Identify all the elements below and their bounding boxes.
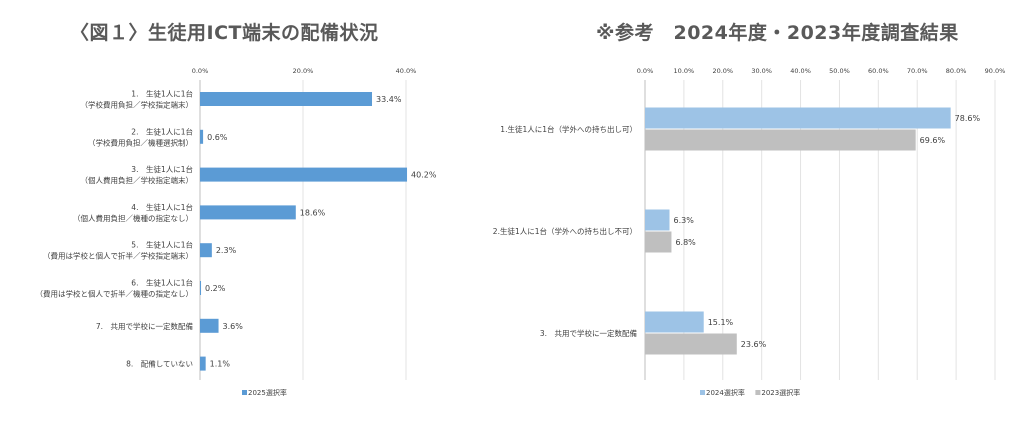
data-label: 6.3% [674,216,695,225]
legend-label: 2024選択率 [706,388,745,397]
data-label: 33.4% [376,95,402,104]
category-label: （学校費用負担／機種選択制） [88,137,193,147]
data-label: 23.6% [741,340,767,349]
category-label: 1. 生徒1人に1台 [131,89,193,99]
category-label: 6. 生徒1人に1台 [131,278,193,288]
legend-swatch [755,390,761,395]
bar [645,231,672,253]
x-tick-label: 60.0% [868,67,889,75]
bar [645,107,951,129]
data-label: 40.2% [411,171,437,180]
category-label: （費用は学校と個人で折半／機種の指定なし） [36,289,194,299]
x-tick-label: 70.0% [907,67,928,75]
bar [645,129,916,151]
x-tick-label: 20.0% [712,67,733,75]
bar [200,129,204,144]
x-tick-label: 10.0% [674,67,695,75]
bar [645,333,737,355]
x-tick-label: 20.0% [293,67,314,75]
category-label: （個人費用負担／学校指定端末） [81,175,194,185]
x-tick-label: 80.0% [946,67,967,75]
x-tick-label: 40.0% [790,67,811,75]
category-label: 5. 生徒1人に1台 [131,240,193,250]
category-label: 8. 配備していない [126,359,193,369]
bar [200,167,408,182]
bar [200,281,202,295]
data-label: 6.8% [675,238,696,247]
category-label: 3. 共用で学校に一定数配備 [540,328,638,338]
bar [645,209,670,231]
category-label: 4. 生徒1人に1台 [131,202,193,212]
bar [200,318,219,333]
data-label: 78.6% [955,114,981,123]
x-tick-label: 30.0% [751,67,772,75]
data-label: 0.6% [207,133,228,142]
bar [200,356,206,371]
legend-swatch [700,390,705,395]
bar [200,205,296,220]
data-label: 15.1% [708,318,734,327]
bar [645,311,704,333]
x-tick-label: 0.0% [637,67,654,75]
x-tick-label: 50.0% [829,67,850,75]
data-label: 0.2% [205,284,226,293]
data-label: 69.6% [920,136,946,145]
left-chart-title: 〈図１〉生徒用ICT端末の配備状況 [70,22,379,44]
category-label: （費用は学校と個人で折半／学校指定端末） [43,251,193,261]
x-tick-label: 90.0% [985,67,1006,75]
category-label: 1.生徒1人に1台（学外への持ち出し可） [500,124,637,134]
category-label: 2. 生徒1人に1台 [131,126,193,136]
data-label: 18.6% [300,208,326,217]
bar [200,243,212,258]
data-label: 1.1% [210,360,231,369]
data-label: 3.6% [223,322,244,331]
category-label: 3. 生徒1人に1台 [131,164,193,174]
x-tick-label: 40.0% [396,67,417,75]
category-label: 7. 共用で学校に一定数配備 [96,321,194,331]
right-chart-title: ※参考 2024年度・2023年度調査結果 [596,22,959,44]
data-label: 2.3% [216,246,237,255]
legend-label: 2025選択率 [248,388,287,397]
category-label: （個人費用負担／機種の指定なし） [73,213,193,223]
bar [200,92,373,106]
legend-swatch [242,390,247,395]
x-tick-label: 0.0% [192,67,209,75]
category-label: 2.生徒1人に1台（学外への持ち出し不可） [493,226,637,236]
legend-label: 2023選択率 [761,388,800,397]
category-label: （学校費用負担／学校指定端末） [81,100,194,110]
